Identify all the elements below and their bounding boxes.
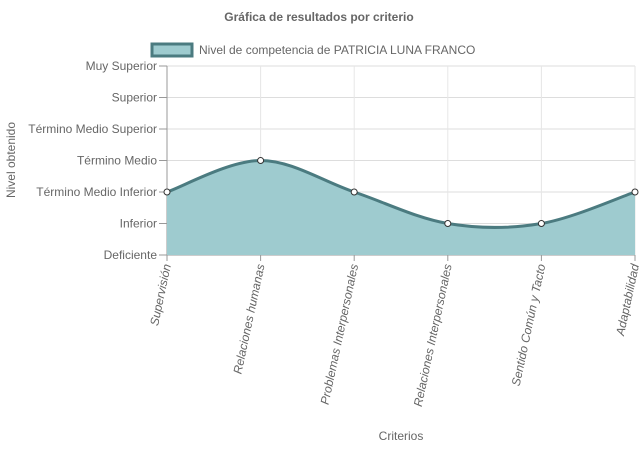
x-tick-label: Relaciones Interpersonales bbox=[411, 263, 455, 408]
chart-title: Gráfica de resultados por criterio bbox=[224, 10, 413, 24]
y-axis-ticks: Deficiente Inferior Término Medio Inferior… bbox=[28, 59, 157, 262]
x-axis-title: Criterios bbox=[379, 429, 424, 443]
x-tick-label: Sentido Común y Tacto bbox=[509, 262, 549, 387]
data-point bbox=[631, 188, 639, 196]
y-tick-label: Deficiente bbox=[104, 248, 158, 262]
y-tick-label: Muy Superior bbox=[86, 59, 157, 73]
x-tick-label: Problemas Interpersonales bbox=[318, 263, 362, 406]
data-point bbox=[350, 188, 358, 196]
y-tick-label: Término Medio Superior bbox=[28, 122, 157, 136]
y-axis-title: Nivel obtenido bbox=[4, 122, 18, 198]
x-tick-label: Adaptabilidad bbox=[613, 262, 639, 337]
data-point bbox=[163, 188, 171, 196]
y-tick-label: Término Medio Inferior bbox=[36, 185, 157, 199]
x-axis-ticks: Supervisión Relaciones humanas Problemas I… bbox=[147, 262, 639, 407]
series-line bbox=[166, 158, 636, 229]
y-tick-label: Inferior bbox=[120, 217, 157, 231]
y-tick-label: Superior bbox=[112, 91, 157, 105]
data-point bbox=[537, 220, 545, 227]
x-tick-label: Supervisión bbox=[147, 262, 174, 327]
legend-swatch[interactable] bbox=[150, 42, 194, 58]
legend-label[interactable]: Nivel de competencia de PATRICIA LUNA FR… bbox=[199, 43, 475, 57]
data-point bbox=[257, 157, 265, 164]
legend[interactable]: Nivel de competencia de PATRICIA LUNA FR… bbox=[150, 42, 475, 58]
data-point bbox=[444, 220, 452, 227]
y-tick-label: Término Medio bbox=[77, 154, 157, 168]
series bbox=[163, 157, 639, 255]
x-tick-label: Relaciones humanas bbox=[231, 263, 268, 376]
series-area bbox=[167, 160, 635, 255]
